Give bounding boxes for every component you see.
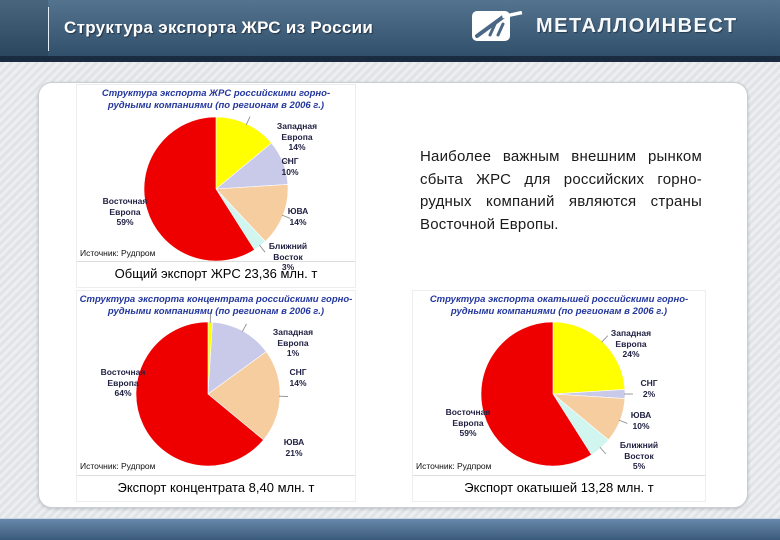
slide-footer-bar bbox=[0, 518, 780, 540]
company-logo: МЕТАЛЛОИНВЕСТ bbox=[472, 11, 738, 41]
slice-label-pct: 59% bbox=[459, 428, 477, 439]
slice-label-text: СНГ bbox=[289, 367, 307, 377]
chart-caption-pellets: Экспорт окатышей 13,28 млн. т bbox=[413, 475, 705, 501]
pie-chart-pellets bbox=[480, 321, 633, 467]
slice-label-west-europe: Западная Европа 1% bbox=[263, 327, 323, 359]
metalloinvest-logo-icon bbox=[472, 11, 523, 41]
pie-chart-concentrate bbox=[135, 314, 288, 467]
slice-label-sea: ЮВА 21% bbox=[264, 437, 324, 458]
slice-label-pct: 10% bbox=[281, 166, 299, 177]
slice-label-pct: 2% bbox=[642, 388, 656, 399]
slice-label-text: Западная Европа bbox=[610, 328, 652, 349]
slice-label-sea: ЮВА 10% bbox=[611, 410, 671, 431]
slice-label-east-europe: Восточная Европа 59% bbox=[436, 407, 500, 439]
key-message-text: Наиболее важным внешним рынком сбыта ЖРС… bbox=[420, 148, 702, 233]
source-note: Источник: Рудпром bbox=[416, 461, 492, 471]
slice-label-pct: 10% bbox=[632, 420, 650, 431]
slice-label-pct: 1% bbox=[286, 348, 300, 359]
slice-label-cis: СНГ 14% bbox=[268, 367, 328, 388]
slice-label-text: Восточная Европа bbox=[100, 367, 146, 388]
slice-label-pct: 3% bbox=[281, 262, 295, 273]
chart-panel-pellets: Структура экспорта окатышей российскими … bbox=[412, 290, 706, 502]
slice-label-west-europe: Западная Европа 24% bbox=[601, 328, 661, 360]
slice-label-cis: СНГ 2% bbox=[619, 378, 679, 399]
slice-label-text: ЮВА bbox=[630, 410, 652, 420]
slice-label-pct: 24% bbox=[622, 349, 640, 360]
slice-label-middle-east: Ближний Восток 3% bbox=[258, 241, 318, 273]
chart-title-pellets: Структура экспорта окатышей российскими … bbox=[413, 294, 705, 319]
chart-title-line: Структура экспорта ЖРС российскими горно… bbox=[101, 88, 331, 99]
slice-label-pct: 21% bbox=[285, 447, 303, 458]
slice-label-text: СНГ bbox=[640, 378, 658, 388]
chart-title-line: рудными компаниями (по регионам в 2006 г… bbox=[107, 100, 325, 112]
slice-label-text: Западная Европа bbox=[276, 121, 318, 142]
header-corner-block bbox=[0, 0, 48, 56]
chart-caption-concentrate: Экспорт концентрата 8,40 млн. т bbox=[77, 475, 355, 501]
header-bottom-strip bbox=[0, 56, 780, 62]
slice-label-east-europe: Восточная Европа 64% bbox=[91, 367, 155, 399]
slide-header: Структура экспорта ЖРС из России МЕТАЛЛО… bbox=[0, 0, 780, 56]
source-note: Источник: Рудпром bbox=[80, 461, 156, 471]
slice-label-pct: 5% bbox=[632, 461, 646, 472]
slice-label-pct: 59% bbox=[116, 217, 134, 228]
slice-label-text: ЮВА bbox=[287, 206, 309, 216]
chart-title-zhrs: Структура экспорта ЖРС российскими горно… bbox=[77, 88, 355, 113]
chart-panel-zhrs-total: Структура экспорта ЖРС российскими горно… bbox=[76, 84, 356, 288]
chart-panel-concentrate: Структура экспорта концентрата российски… bbox=[76, 290, 356, 502]
slice-label-text: Западная Европа bbox=[272, 327, 314, 348]
chart-title-line: Структура экспорта концентрата российски… bbox=[79, 294, 353, 305]
slide-title: Структура экспорта ЖРС из России bbox=[64, 18, 374, 37]
chart-caption-zhrs: Общий экспорт ЖРС 23,36 млн. т bbox=[77, 261, 355, 287]
header-divider-line bbox=[48, 7, 49, 51]
slice-label-text: Ближний Восток bbox=[268, 241, 308, 262]
chart-title-line: Структура экспорта окатышей российскими … bbox=[429, 294, 689, 305]
slice-label-east-europe: Восточная Европа 59% bbox=[93, 196, 157, 228]
chart-title-line: рудными компаниями (по регионам в 2006 г… bbox=[107, 306, 325, 318]
slice-label-cis: СНГ 10% bbox=[260, 156, 320, 177]
pie-chart-zhrs-total bbox=[143, 116, 291, 262]
slice-label-text: Восточная Европа bbox=[445, 407, 491, 428]
chart-title-line: рудными компаниями (по регионам в 2006 г… bbox=[450, 306, 668, 318]
source-note: Источник: Рудпром bbox=[80, 248, 156, 258]
slice-label-text: Восточная Европа bbox=[102, 196, 148, 217]
logo-text: МЕТАЛЛОИНВЕСТ bbox=[536, 14, 738, 37]
chart-title-concentrate: Структура экспорта концентрата российски… bbox=[77, 294, 355, 319]
slice-label-pct: 14% bbox=[289, 216, 307, 227]
slice-label-sea: ЮВА 14% bbox=[268, 206, 328, 227]
slice-label-text: СНГ bbox=[281, 156, 299, 166]
slice-label-text: Ближний Восток bbox=[619, 440, 659, 461]
slice-label-middle-east: Ближний Восток 5% bbox=[607, 440, 671, 472]
slice-label-pct: 64% bbox=[114, 388, 132, 399]
slice-label-west-europe: Западная Европа 14% bbox=[267, 121, 327, 153]
slice-label-pct: 14% bbox=[289, 377, 307, 388]
slice-label-pct: 14% bbox=[288, 142, 306, 153]
slice-label-text: ЮВА bbox=[283, 437, 305, 447]
